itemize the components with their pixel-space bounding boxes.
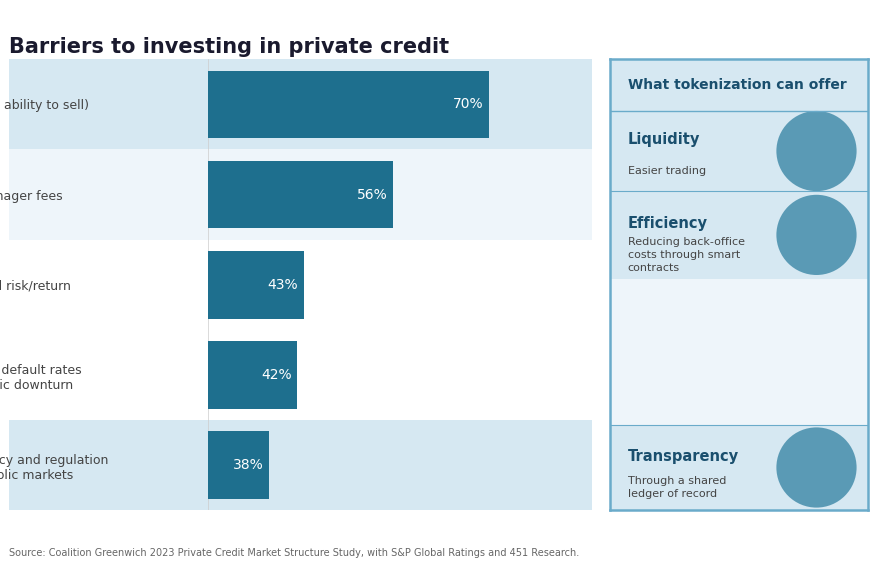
Text: Reducing back-office
costs through smart
contracts: Reducing back-office costs through smart… xyxy=(628,237,745,274)
Ellipse shape xyxy=(776,111,857,191)
Text: Easier trading: Easier trading xyxy=(628,166,706,177)
Text: Transparency: Transparency xyxy=(628,449,738,464)
Text: 56%: 56% xyxy=(357,188,388,201)
Ellipse shape xyxy=(776,428,857,508)
Bar xyxy=(610,59,868,111)
Ellipse shape xyxy=(776,195,857,275)
Text: Barriers to investing in private credit: Barriers to investing in private credit xyxy=(9,37,449,56)
Text: 70%: 70% xyxy=(453,98,483,111)
Bar xyxy=(9,59,592,149)
Text: Source: Coalition Greenwich 2023 Private Credit Market Structure Study, with S&P: Source: Coalition Greenwich 2023 Private… xyxy=(9,548,579,558)
Text: What tokenization can offer: What tokenization can offer xyxy=(628,78,846,92)
Text: 42%: 42% xyxy=(260,368,291,382)
Bar xyxy=(610,425,868,510)
Bar xyxy=(610,191,868,279)
Bar xyxy=(9,149,592,240)
Bar xyxy=(208,161,393,228)
Text: Liquidity: Liquidity xyxy=(628,133,700,147)
Bar xyxy=(208,251,303,319)
Text: Through a shared
ledger of record: Through a shared ledger of record xyxy=(628,476,726,499)
Bar xyxy=(610,111,868,191)
Bar xyxy=(208,70,489,138)
Bar xyxy=(9,240,592,330)
Text: 43%: 43% xyxy=(267,278,298,292)
Bar xyxy=(9,330,592,420)
Bar xyxy=(208,431,269,499)
Bar xyxy=(208,341,297,409)
Text: 38%: 38% xyxy=(233,459,264,472)
Text: Efficiency: Efficiency xyxy=(628,216,708,231)
Bar xyxy=(9,420,592,510)
